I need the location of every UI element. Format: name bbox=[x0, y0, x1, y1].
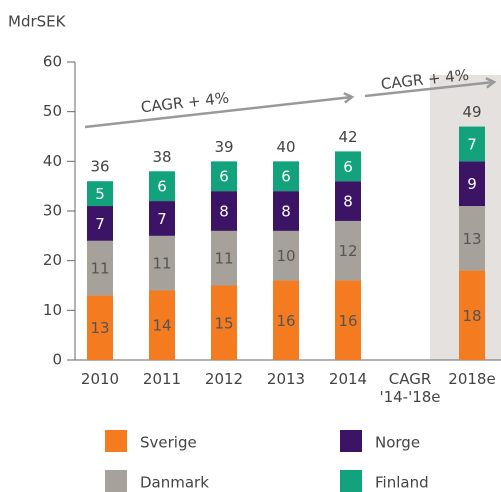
legend-swatch bbox=[340, 470, 362, 492]
x-tick-label: 2018e bbox=[448, 370, 496, 388]
data-label: 16 bbox=[338, 312, 357, 330]
data-label: 6 bbox=[281, 168, 291, 186]
data-label: 15 bbox=[214, 314, 233, 332]
bar-segment bbox=[459, 206, 485, 271]
legend-label: Norge bbox=[375, 434, 420, 452]
bar-segment bbox=[335, 151, 361, 182]
bar-segment bbox=[87, 206, 113, 241]
x-tick-label: CAGR '14-'18e bbox=[379, 370, 441, 406]
y-tick-label: 60 bbox=[43, 53, 62, 71]
data-label: 5 bbox=[95, 185, 105, 203]
arrow-head bbox=[343, 92, 355, 104]
x-tick-label: 2013 bbox=[266, 370, 306, 388]
total-label: 40 bbox=[276, 138, 295, 156]
data-label: 10 bbox=[276, 247, 295, 265]
bar-segment bbox=[273, 280, 299, 360]
y-tick-label: 0 bbox=[52, 351, 62, 369]
data-label: 7 bbox=[95, 215, 105, 233]
data-label: 13 bbox=[462, 230, 481, 248]
legend-label: Danmark bbox=[140, 474, 209, 492]
x-tick-label: 2012 bbox=[204, 370, 244, 388]
data-label: 6 bbox=[219, 168, 229, 186]
bar-segment bbox=[211, 161, 237, 192]
x-tick-label: 2010 bbox=[80, 370, 120, 388]
data-label: 8 bbox=[343, 193, 353, 211]
bar-segment bbox=[211, 230, 237, 286]
bar-segment bbox=[335, 181, 361, 221]
legend-label: Sverige bbox=[140, 434, 197, 452]
data-label: 14 bbox=[152, 317, 171, 335]
data-label: 11 bbox=[214, 250, 233, 268]
y-tick-label: 20 bbox=[43, 251, 62, 269]
annotation-arrow bbox=[84, 95, 353, 129]
data-label: 6 bbox=[343, 158, 353, 176]
total-label: 36 bbox=[90, 158, 109, 176]
legend-label: Finland bbox=[375, 474, 429, 492]
bar-segment bbox=[459, 161, 485, 207]
annotation-arrow bbox=[364, 80, 495, 98]
legend-swatch bbox=[340, 430, 362, 452]
data-label: 16 bbox=[276, 312, 295, 330]
data-label: 11 bbox=[152, 255, 171, 273]
x-tick-label: 2011 bbox=[142, 370, 182, 388]
x-tick-label: 2014 bbox=[328, 370, 368, 388]
data-label: 7 bbox=[157, 210, 167, 228]
data-label: 9 bbox=[467, 175, 477, 193]
y-axis-label: MdrSEK bbox=[8, 13, 67, 31]
bar-segment bbox=[273, 230, 299, 281]
total-label: 42 bbox=[338, 128, 357, 146]
bar-segment bbox=[87, 295, 113, 360]
legend-swatch bbox=[105, 470, 127, 492]
bar-segment bbox=[211, 285, 237, 360]
bar-segment bbox=[211, 191, 237, 231]
total-label: 49 bbox=[462, 103, 481, 121]
bar-segment bbox=[273, 191, 299, 231]
total-label: 38 bbox=[152, 148, 171, 166]
data-label: 8 bbox=[219, 203, 229, 221]
y-tick-label: 40 bbox=[43, 152, 62, 170]
bar-segment bbox=[149, 171, 175, 202]
bar-segment bbox=[335, 220, 361, 281]
data-label: 13 bbox=[90, 319, 109, 337]
data-label: 12 bbox=[338, 242, 357, 260]
y-tick-label: 30 bbox=[43, 202, 62, 220]
data-label: 11 bbox=[90, 260, 109, 278]
data-label: 18 bbox=[462, 307, 481, 325]
bar-segment bbox=[459, 126, 485, 162]
legend-swatch bbox=[105, 430, 127, 452]
bar-segment bbox=[273, 161, 299, 192]
bar-segment bbox=[149, 290, 175, 360]
data-label: 6 bbox=[157, 178, 167, 196]
bar-segment bbox=[459, 270, 485, 360]
y-tick-label: 50 bbox=[43, 102, 62, 120]
arrow-head bbox=[485, 77, 497, 89]
total-label: 39 bbox=[214, 138, 233, 156]
bar-segment bbox=[149, 235, 175, 291]
bar-segment bbox=[87, 181, 113, 207]
bar-segment bbox=[87, 240, 113, 296]
y-tick-label: 10 bbox=[43, 301, 62, 319]
bar-segment bbox=[149, 201, 175, 236]
bar-segment bbox=[335, 280, 361, 360]
data-label: 8 bbox=[281, 203, 291, 221]
data-label: 7 bbox=[467, 135, 477, 153]
